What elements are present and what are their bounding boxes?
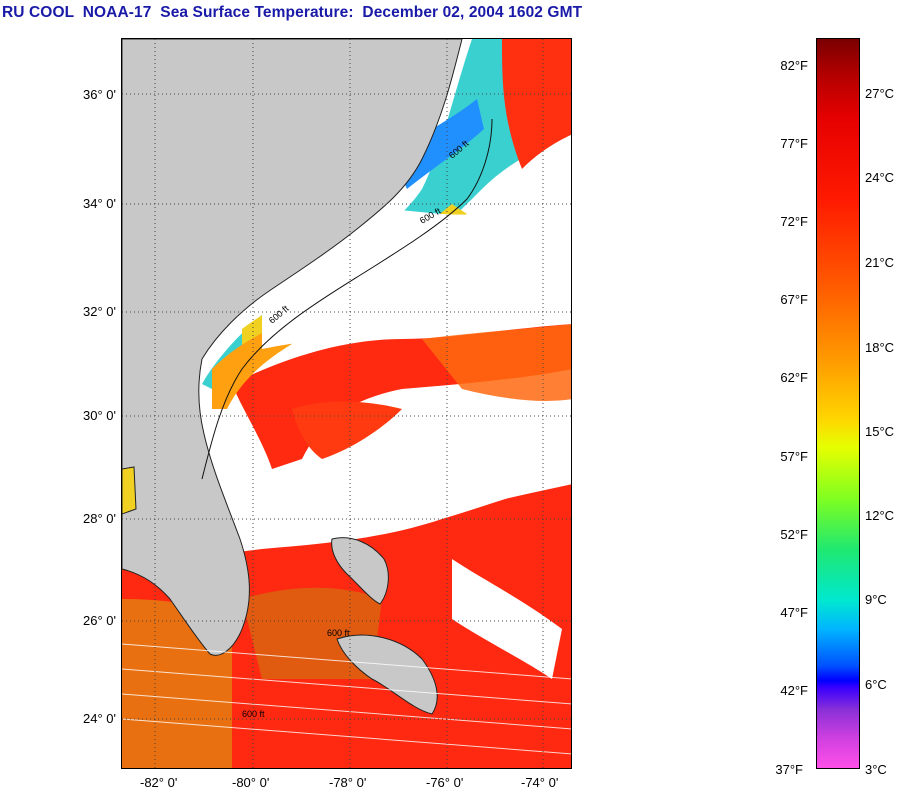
map-canvas: 600 ft 600 ft 600 ft 600 ft 600 ft <box>122 39 571 768</box>
lat-label: 34° 0' <box>83 196 116 211</box>
isobath-label: 600 ft <box>242 709 265 719</box>
lat-label: 32° 0' <box>83 304 116 319</box>
cloud-cover <box>452 559 562 679</box>
isobath-label: 600 ft <box>327 628 350 638</box>
land-mass <box>122 39 463 656</box>
colorbar-f-label: 62°F <box>780 370 808 385</box>
colorbar-c-label: 15°C <box>865 424 895 439</box>
colorbar-c-label: 24°C <box>865 170 895 185</box>
colorbar-f-label: 47°F <box>780 605 808 620</box>
colorbar-c-label: 18°C <box>865 340 895 355</box>
isobath-line <box>201 118 493 480</box>
cloud-cover <box>122 434 571 528</box>
colorbar-c-label: 27°C <box>865 86 895 101</box>
lat-label: 30° 0' <box>83 408 116 423</box>
colorbar-f-label: 67°F <box>780 292 808 307</box>
colorbar-f-label: 57°F <box>780 449 808 464</box>
lat-label: 28° 0' <box>83 511 116 526</box>
colorbar-f-label: 77°F <box>780 136 808 151</box>
colorbar-f-label: 52°F <box>780 527 808 542</box>
lat-label: 36° 0' <box>83 87 116 102</box>
colorbar-c-label: 3°C <box>865 762 887 777</box>
page-title: RU COOL NOAA-17 Sea Surface Temperature:… <box>2 4 583 21</box>
colorbar-c-label: 12°C <box>865 508 895 523</box>
colorbar-c-label: 9°C <box>865 592 887 607</box>
island <box>331 537 389 605</box>
sst-map[interactable]: 600 ft 600 ft 600 ft 600 ft 600 ft <box>121 38 572 769</box>
colorbar-c-label: 6°C <box>865 677 887 692</box>
shelf-water-warm <box>502 39 571 169</box>
island <box>336 634 438 715</box>
lon-label: -78° 0' <box>329 775 367 790</box>
colorbar-f-label: 72°F <box>780 214 808 229</box>
colorbar-f-label: 37°F <box>775 762 803 777</box>
lon-label: -74° 0' <box>521 775 559 790</box>
island <box>122 466 137 515</box>
temperature-colorbar <box>816 38 860 769</box>
lat-label: 24° 0' <box>83 711 116 726</box>
colorbar-c-label: 21°C <box>865 255 895 270</box>
lon-label: -76° 0' <box>426 775 464 790</box>
lon-label: -80° 0' <box>232 775 270 790</box>
colorbar-f-label: 82°F <box>780 58 808 73</box>
warm-water-patch <box>422 324 571 401</box>
lon-label: -82° 0' <box>140 775 178 790</box>
colorbar-f-label: 42°F <box>780 683 808 698</box>
scan-lines <box>122 643 571 755</box>
lat-label: 26° 0' <box>83 613 116 628</box>
